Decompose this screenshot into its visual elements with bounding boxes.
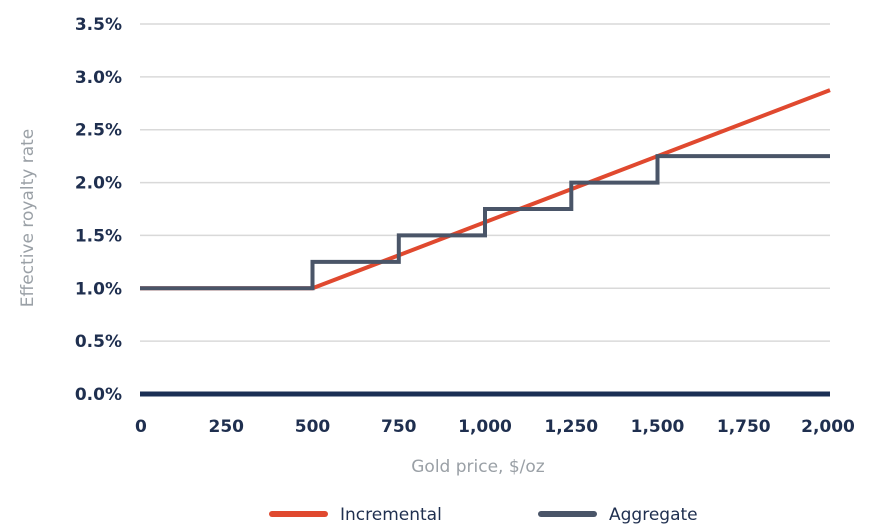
x-tick-label: 2,000 [801,417,855,437]
legend-label-incremental: Incremental [340,505,442,525]
x-tick-label: 1,000 [458,417,512,437]
x-tick-label: 1,250 [544,417,598,437]
x-tick-label: 1,500 [631,417,685,437]
legend: Incremental Aggregate [269,505,698,525]
x-tick-label: 250 [209,417,245,437]
legend-item-incremental: Incremental [269,505,442,525]
y-tick-label: 1.0% [75,279,122,299]
y-tick-label: 3.5% [75,15,122,35]
series-line-aggregate [140,154,830,291]
grid-lines [140,23,830,342]
series-line-incremental [140,88,831,291]
y-tick-label: 0.5% [75,332,122,352]
y-tick-label: 2.5% [75,121,122,141]
y-axis-ticks: 0.0% 0.5% 1.0% 1.5% 2.0% 2.5% 3.0% 3.5% [75,15,122,405]
y-tick-label: 0.0% [75,385,122,405]
legend-item-aggregate: Aggregate [538,505,698,525]
x-tick-label: 750 [381,417,417,437]
x-axis-ticks: 0 250 500 750 1,000 1,250 1,500 1,750 2,000 [135,417,855,437]
x-tick-label: 1,750 [717,417,771,437]
x-axis-title: Gold price, $/oz [411,457,545,477]
legend-label-aggregate: Aggregate [609,505,698,525]
y-axis-title: Effective royalty rate [18,129,38,307]
x-tick-label: 500 [295,417,331,437]
series-lines [140,88,831,291]
x-tick-label: 0 [135,417,147,437]
y-tick-label: 3.0% [75,68,122,88]
y-tick-label: 2.0% [75,174,122,194]
y-tick-label: 1.5% [75,226,122,246]
